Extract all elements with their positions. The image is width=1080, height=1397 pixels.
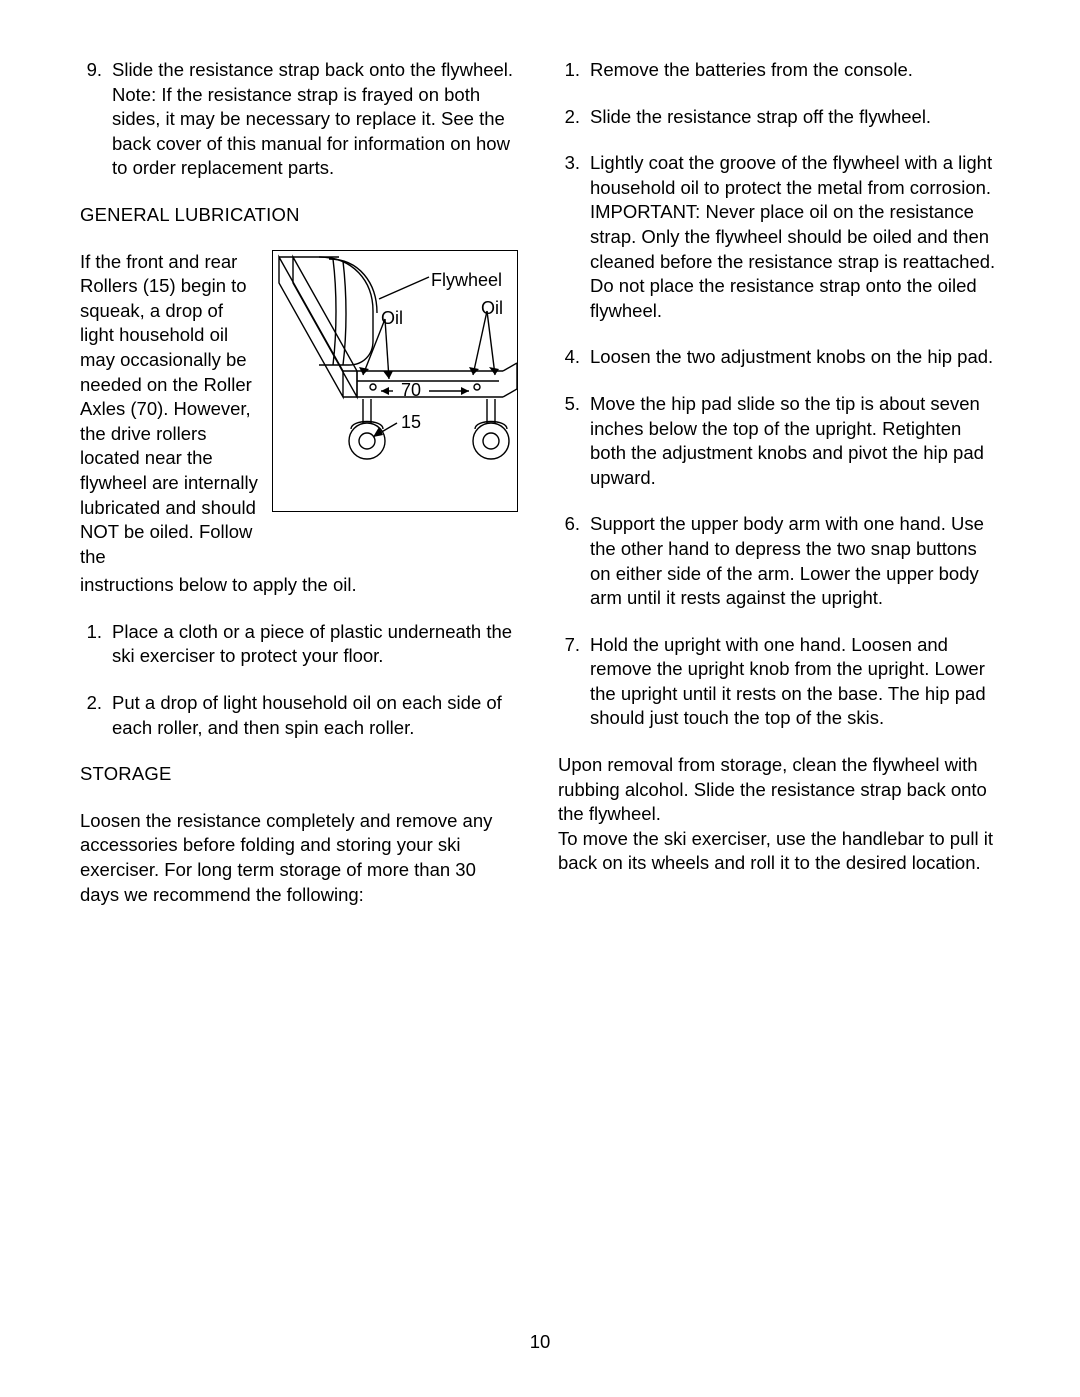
- lubrication-after-text: instructions below to apply the oil.: [80, 573, 520, 598]
- storage-step-6: 6. Support the upper body arm with one h…: [558, 512, 998, 610]
- step-number: 2.: [558, 105, 580, 130]
- lubrication-steps: 1. Place a cloth or a piece of plastic u…: [80, 620, 520, 740]
- storage-step-5: 5. Move the hip pad slide so the tip is …: [558, 392, 998, 490]
- step-text: Hold the upright with one hand. Loosen a…: [590, 633, 998, 731]
- storage-step-2: 2. Slide the resistance strap off the fl…: [558, 105, 998, 130]
- storage-paragraph: Loosen the resistance completely and rem…: [80, 809, 520, 907]
- step-number: 1.: [558, 58, 580, 83]
- storage-step-3: 3. Lightly coat the groove of the flywhe…: [558, 151, 998, 323]
- step-number: 6.: [558, 512, 580, 610]
- step-text: Support the upper body arm with one hand…: [590, 512, 998, 610]
- storage-after-1: Upon removal from storage, clean the fly…: [558, 753, 998, 827]
- step-text: Loosen the two adjustment knobs on the h…: [590, 345, 998, 370]
- lub-step-1: 1. Place a cloth or a piece of plastic u…: [80, 620, 520, 669]
- left-list-continuation: 9. Slide the resistance strap back onto …: [80, 58, 520, 181]
- step-text: Move the hip pad slide so the tip is abo…: [590, 392, 998, 490]
- step-number: 4.: [558, 345, 580, 370]
- storage-heading: STORAGE: [80, 762, 520, 787]
- step-text: Remove the batteries from the console.: [590, 58, 998, 83]
- step-number: 2.: [80, 691, 102, 740]
- step-number: 5.: [558, 392, 580, 490]
- storage-steps: 1. Remove the batteries from the console…: [558, 58, 998, 731]
- step-text: Put a drop of light household oil on eac…: [112, 691, 520, 740]
- figure-label-flywheel: Flywheel: [431, 269, 502, 293]
- step-text: Lightly coat the groove of the flywheel …: [590, 151, 998, 323]
- step-number: 9.: [80, 58, 102, 181]
- two-column-layout: 9. Slide the resistance strap back onto …: [80, 58, 1000, 907]
- step-text: Slide the resistance strap off the flywh…: [590, 105, 998, 130]
- lubrication-block: If the front and rear Rollers (15) begin…: [80, 250, 520, 570]
- left-column: 9. Slide the resistance strap back onto …: [80, 58, 520, 907]
- step-number: 7.: [558, 633, 580, 731]
- storage-step-1: 1. Remove the batteries from the console…: [558, 58, 998, 83]
- page-number: 10: [0, 1331, 1080, 1353]
- storage-after-2: To move the ski exerciser, use the handl…: [558, 827, 998, 876]
- figure-label-15: 15: [401, 411, 421, 435]
- manual-page: 9. Slide the resistance strap back onto …: [0, 0, 1080, 1397]
- step-number: 3.: [558, 151, 580, 323]
- step-9: 9. Slide the resistance strap back onto …: [80, 58, 520, 181]
- figure-label-oil-right: Oil: [481, 297, 503, 321]
- figure-label-oil-left: Oil: [381, 307, 403, 331]
- lubrication-wrap-text: If the front and rear Rollers (15) begin…: [80, 250, 258, 570]
- storage-step-4: 4. Loosen the two adjustment knobs on th…: [558, 345, 998, 370]
- step-text: Place a cloth or a piece of plastic unde…: [112, 620, 520, 669]
- lub-step-2: 2. Put a drop of light household oil on …: [80, 691, 520, 740]
- lubrication-heading: GENERAL LUBRICATION: [80, 203, 520, 228]
- step-text: Slide the resistance strap back onto the…: [112, 58, 520, 181]
- right-column: 1. Remove the batteries from the console…: [558, 58, 998, 907]
- figure-label-70: 70: [401, 379, 421, 403]
- step-number: 1.: [80, 620, 102, 669]
- lubrication-figure: Flywheel Oil Oil 70 15: [272, 250, 518, 512]
- storage-step-7: 7. Hold the upright with one hand. Loose…: [558, 633, 998, 731]
